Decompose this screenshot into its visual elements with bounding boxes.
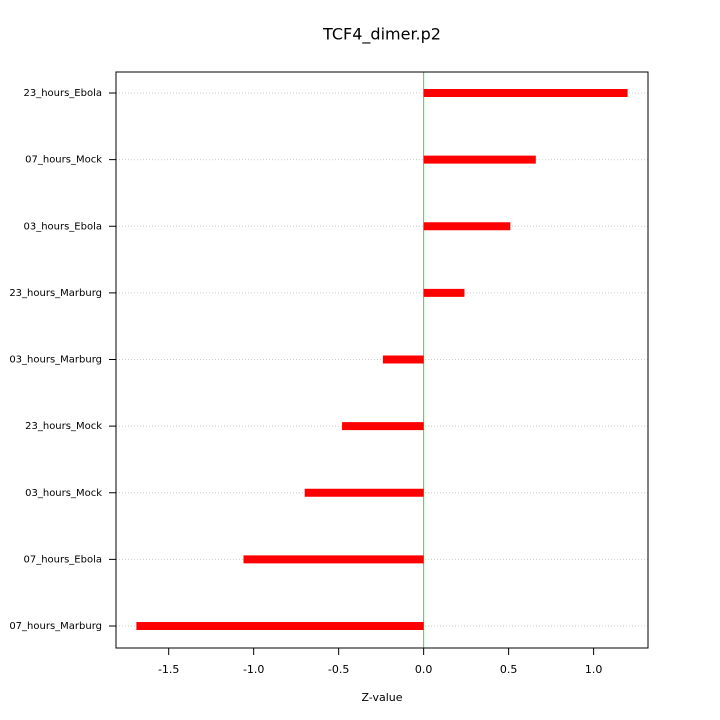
y-tick-label: 23_hours_Ebola [23, 88, 102, 99]
y-tick-label: 23_hours_Marburg [9, 288, 102, 299]
x-tick-label: 0.5 [500, 663, 518, 676]
bar [423, 222, 511, 231]
x-tick-label: 0.0 [415, 663, 433, 676]
bar [423, 288, 465, 297]
bar [136, 622, 424, 630]
chart-title: TCF4_dimer.p2 [322, 25, 441, 45]
x-tick-label: -0.5 [328, 663, 349, 676]
y-tick-label: 07_hours_Mock [25, 155, 102, 166]
y-tick-label: 07_hours_Marburg [9, 621, 102, 632]
x-tick-label: -1.5 [158, 663, 179, 676]
bar [304, 488, 424, 497]
plot-frame [115, 71, 649, 649]
x-tick-label: 1.0 [585, 663, 603, 676]
bar [382, 355, 424, 364]
x-tick-label: -1.0 [243, 663, 264, 676]
bar [423, 155, 536, 164]
y-tick-label: 03_hours_Ebola [23, 221, 102, 232]
y-tick-label: 03_hours_Mock [25, 488, 102, 499]
bar [342, 422, 424, 431]
y-tick-label: 23_hours_Mock [25, 421, 102, 432]
bar [423, 89, 628, 97]
y-tick-label: 07_hours_Ebola [23, 554, 102, 565]
x-axis-label: Z-value [361, 691, 402, 704]
bar [243, 555, 424, 564]
y-tick-label: 03_hours_Marburg [9, 355, 102, 366]
